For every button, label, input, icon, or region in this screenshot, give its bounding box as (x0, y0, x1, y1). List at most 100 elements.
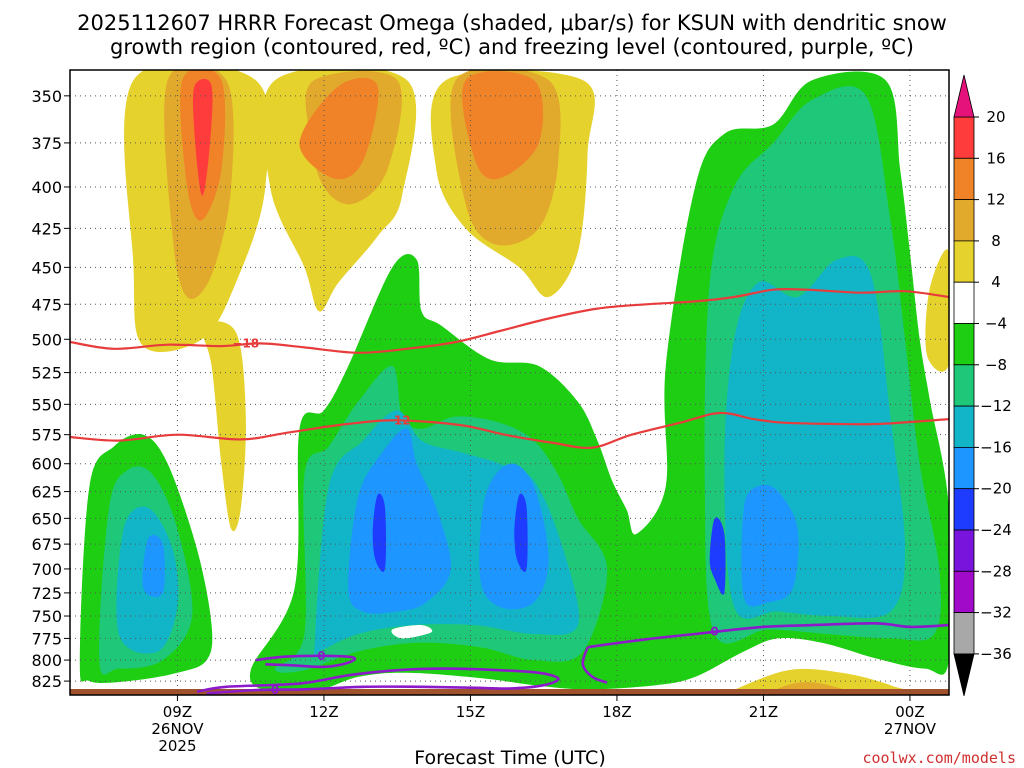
colorbar-swatch-9 (953, 488, 975, 531)
colorbar-label-11: −28 (980, 562, 1012, 580)
x-axis-label: Forecast Time (UTC) (414, 747, 605, 768)
colorbar-swatch-12 (953, 612, 975, 655)
grid-lines (70, 70, 949, 695)
colorbar-label-12: −32 (980, 604, 1012, 622)
x-tick-year-0: 2025 (158, 737, 196, 755)
omega-region-cold_right20 (709, 517, 726, 595)
contour-dgz_-12 (70, 411, 949, 449)
y-tick-label-650: 650 (31, 509, 62, 528)
colorbar-label-1: 16 (986, 149, 1005, 167)
contour-dgz_-18 (70, 287, 949, 354)
colorbar-swatch-6 (953, 364, 975, 407)
y-tick-label-750: 750 (31, 607, 62, 626)
colorbar-under-arrow (953, 653, 975, 696)
omega-region-hole1 (391, 625, 433, 639)
y-tick-label-600: 600 (31, 455, 62, 474)
colorbar-label-10: −24 (980, 521, 1012, 539)
contour-label-group-frz_loop: 0 (317, 649, 325, 663)
y-tick-label-775: 775 (31, 629, 62, 648)
contour-label-dgz_-12: −12 (384, 413, 411, 427)
x-tick-label-1: 12Z (309, 703, 338, 721)
omega-region-cold_right16 (741, 484, 799, 607)
omega-region-cold_main16b (479, 463, 549, 610)
y-tick-label-575: 575 (31, 426, 62, 445)
omega-region-warm3_12 (462, 71, 544, 180)
y-tick-label-500: 500 (31, 330, 62, 349)
omega-region-warm_tongue (200, 321, 246, 532)
colorbar-swatch-3 (953, 240, 975, 283)
contour-label-frz_lower: 0 (271, 683, 279, 697)
omega-region-warm_low (706, 668, 913, 695)
colorbar-label-7: −12 (980, 397, 1012, 415)
credit-text: coolwx.com/models (862, 749, 1016, 767)
colorbar-swatch-5 (953, 323, 975, 366)
x-tick-date-0: 26NOV (151, 720, 204, 738)
y-tick-label-475: 475 (31, 295, 62, 314)
y-tick-label-425: 425 (31, 219, 62, 238)
contour-label-group-dgz_-18: −18 (232, 336, 259, 350)
contour-lines: −18 −12 0 0 0 (70, 287, 949, 697)
terrain-strip (70, 689, 949, 695)
chart-title-line2: growth region (contoured, red, ºC) and f… (110, 35, 914, 59)
omega-region-warm2_12 (299, 77, 379, 180)
omega-region-cold_main20 (372, 493, 387, 572)
contour-label-group-frz_lower: 0 (271, 683, 279, 697)
contour-frz_loop (255, 654, 357, 669)
y-tick-label-625: 625 (31, 483, 62, 502)
contour-label-frz_loop: 0 (317, 649, 325, 663)
colorbar: 20 16 12 8 4 −4 −8 −12 −16 −20 −24 −28 −32 −36 (953, 74, 1012, 696)
plot-area (70, 70, 949, 695)
colorbar-label-5: −4 (985, 315, 1007, 333)
contour-frz_right_leg (581, 646, 608, 684)
x-tick-date-5: 27NOV (884, 720, 937, 738)
x-tick-label-5: 00Z (895, 703, 924, 721)
plot-frame (69, 69, 950, 696)
y-tick-label-450: 450 (31, 258, 62, 277)
omega-region-cold_left16 (142, 535, 165, 597)
y-tick-label-800: 800 (31, 651, 62, 670)
colorbar-label-9: −20 (980, 480, 1012, 498)
axes: 350 375 400 425 450 475 500 525 550 575 600 625 650 6… (31, 69, 950, 755)
contour-frz_lower (196, 667, 560, 695)
y-tick-label-825: 825 (31, 672, 62, 691)
y-tick-label-400: 400 (31, 178, 62, 197)
contour-label-group-frz_upper: 0 (710, 624, 718, 638)
colorbar-swatch-8 (953, 446, 975, 490)
colorbar-label-0: 20 (986, 108, 1005, 126)
y-tick-label-525: 525 (31, 364, 62, 383)
omega-region-cold_main16 (348, 428, 452, 614)
omega-region-warm1_16 (192, 78, 213, 196)
x-tick-label-0: 09Z (163, 703, 192, 721)
contour-frz_upper (587, 621, 949, 649)
y-tick-label-375: 375 (31, 134, 62, 153)
contour-label-group-dgz_-12: −12 (384, 413, 411, 427)
y-tick-label-700: 700 (31, 560, 62, 579)
y-tick-label-725: 725 (31, 584, 62, 603)
colorbar-swatch-1 (953, 157, 975, 201)
x-tick-label-2: 15Z (456, 703, 485, 721)
x-tick-label-3: 18Z (602, 703, 631, 721)
omega-region-cold_main20b (514, 493, 528, 572)
colorbar-label-6: −8 (985, 356, 1007, 374)
colorbar-swatch-4 (953, 281, 975, 324)
y-tick-label-350: 350 (31, 87, 62, 106)
omega-region-warm_edge (925, 249, 949, 372)
chart-title-line1: 2025112607 HRRR Forecast Omega (shaded, … (77, 11, 947, 35)
colorbar-label-3: 8 (991, 232, 1001, 250)
colorbar-over-arrow (953, 74, 975, 118)
colorbar-label-8: −16 (980, 438, 1012, 456)
colorbar-swatch-0 (953, 116, 975, 159)
colorbar-swatch-2 (953, 199, 975, 242)
contour-label-frz_upper: 0 (710, 624, 718, 638)
y-tick-label-550: 550 (31, 395, 62, 414)
colorbar-swatch-11 (953, 570, 975, 613)
y-tick-label-675: 675 (31, 535, 62, 554)
colorbar-label-4: 4 (991, 273, 1001, 291)
colorbar-label-13: −36 (980, 645, 1012, 663)
colorbar-swatch-10 (953, 529, 975, 572)
x-tick-label-4: 21Z (749, 703, 778, 721)
contour-label-dgz_-18: −18 (232, 336, 259, 350)
colorbar-swatch-7 (953, 405, 975, 448)
colorbar-label-2: 12 (986, 191, 1005, 209)
